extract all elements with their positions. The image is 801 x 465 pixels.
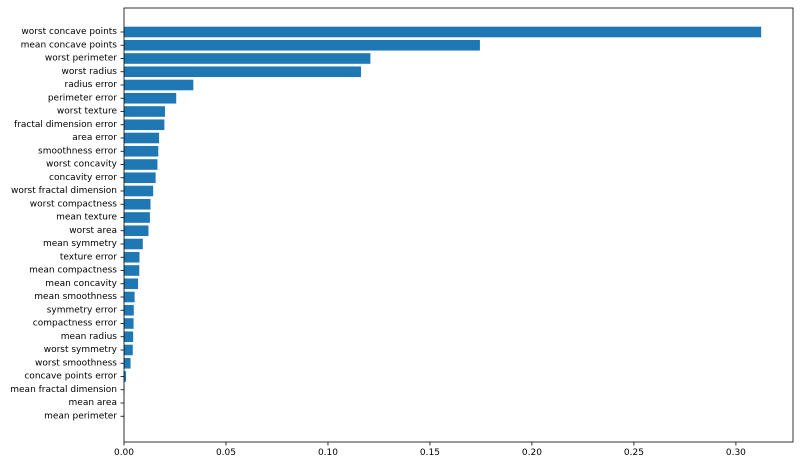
category-label: smoothness error [38,146,117,156]
category-label: worst radius [62,67,118,77]
bar [124,132,160,144]
category-label: worst area [69,226,117,236]
category-label: mean fractal dimension [10,385,117,395]
bar [124,66,362,78]
category-label: perimeter error [48,93,117,103]
category-label: mean symmetry [43,239,118,249]
x-tick-label: 0.15 [420,448,440,458]
bar [124,357,131,369]
category-labels-group: worst concave points mean concave points w… [10,27,124,421]
bar [124,198,151,210]
x-tick-label: 0.30 [726,448,746,458]
bar [124,291,135,303]
bar [124,265,140,276]
bar [124,251,140,263]
category-label: worst concavity [46,160,118,170]
x-tick-label: 0.20 [522,448,542,458]
bar [124,119,165,131]
category-label: mean radius [61,332,118,342]
bar [124,225,149,237]
category-label: concave points error [24,372,117,382]
x-tick-label: 0.05 [216,448,236,458]
category-label: symmetry error [47,305,118,315]
bar [124,344,133,356]
bar [124,185,154,197]
category-label: worst symmetry [44,345,118,355]
bar [124,92,177,104]
category-label: radius error [65,80,118,90]
bar [124,331,134,343]
category-label: worst concave points [21,27,117,37]
category-label: worst smoothness [35,358,117,368]
category-label: mean area [69,398,117,408]
category-label: compactness error [33,319,117,329]
category-label: mean perimeter [44,411,117,421]
bar [124,26,762,38]
bar [124,39,480,51]
x-tick-label: 0.25 [624,448,644,458]
category-label: mean concavity [45,279,117,289]
category-label: mean smoothness [34,292,117,302]
category-label: worst perimeter [45,54,117,64]
bar [124,145,159,157]
bar [124,212,150,223]
category-label: mean compactness [29,266,117,276]
bar [124,106,165,117]
category-label: area error [72,133,117,143]
bar [124,318,134,329]
bar [124,304,134,316]
category-label: fractal dimension error [14,120,117,130]
category-label: texture error [60,252,117,262]
bar [124,79,194,91]
bars-group [124,26,762,422]
category-label: mean texture [56,213,117,223]
bar [124,53,371,64]
category-label: worst compactness [30,199,118,209]
x-tick-label: 0.10 [318,448,338,458]
bar [124,159,158,170]
x-axis: 0.00 0.05 0.10 0.15 0.20 0.25 0.30 [114,442,746,458]
category-label: mean concave points [21,40,118,50]
x-tick-label: 0.00 [114,448,134,458]
category-label: worst fractal dimension [11,186,117,196]
category-label: concavity error [49,173,117,183]
bar [124,371,127,382]
bar [124,238,143,250]
category-label: worst texture [57,107,118,117]
bar [124,278,139,290]
bar [124,172,156,184]
plot-frame [123,7,794,443]
